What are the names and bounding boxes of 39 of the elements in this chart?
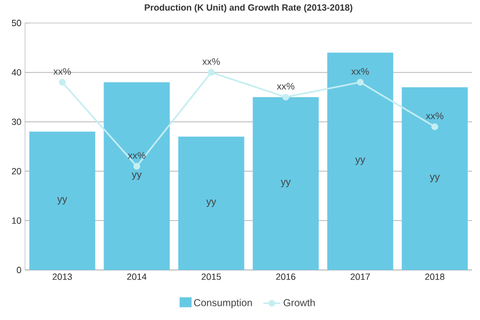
bar <box>402 87 468 270</box>
y-tick-label: 10 <box>12 217 22 224</box>
data-label: xx% <box>426 112 444 120</box>
x-tick-label: 2018 <box>425 274 444 280</box>
point <box>208 68 215 76</box>
data-label: yy <box>206 200 216 207</box>
bar <box>252 97 319 270</box>
y-tick-label: 40 <box>12 69 22 76</box>
legend-label: Consumption <box>194 298 252 308</box>
bar <box>104 82 170 270</box>
data-label: xx% <box>53 68 71 75</box>
bar <box>178 136 244 270</box>
y-tick-label: 20 <box>12 168 22 174</box>
data-label: yy <box>355 158 366 165</box>
data-label: yy <box>430 174 440 182</box>
x-tick-label: 2017 <box>350 274 370 280</box>
y-tick-label: 30 <box>12 118 22 125</box>
point <box>356 78 364 86</box>
point <box>133 162 140 170</box>
legend-label: Growth <box>284 298 315 306</box>
data-label: xx% <box>202 58 220 65</box>
data-label: yy <box>280 180 291 188</box>
x-tick-label: 2013 <box>52 274 72 280</box>
data-label: yy <box>57 197 68 205</box>
y-tick-label: 0 <box>16 266 22 274</box>
data-label: xx% <box>351 68 369 75</box>
point <box>431 123 438 130</box>
x-tick-label: 2015 <box>202 274 221 280</box>
x-tick-label: 2016 <box>276 274 296 280</box>
bar <box>327 52 394 270</box>
data-label: xx% <box>128 152 146 159</box>
data-label: yy <box>132 172 142 180</box>
data-label: xx% <box>276 82 294 90</box>
point <box>282 94 290 100</box>
point <box>58 78 66 86</box>
x-tick-label: 2014 <box>127 274 146 280</box>
bar <box>29 132 96 270</box>
y-tick-label: 50 <box>12 20 22 26</box>
chart-title: Production (K Unit) and Growth Rate (2013-2018) <box>144 4 352 12</box>
